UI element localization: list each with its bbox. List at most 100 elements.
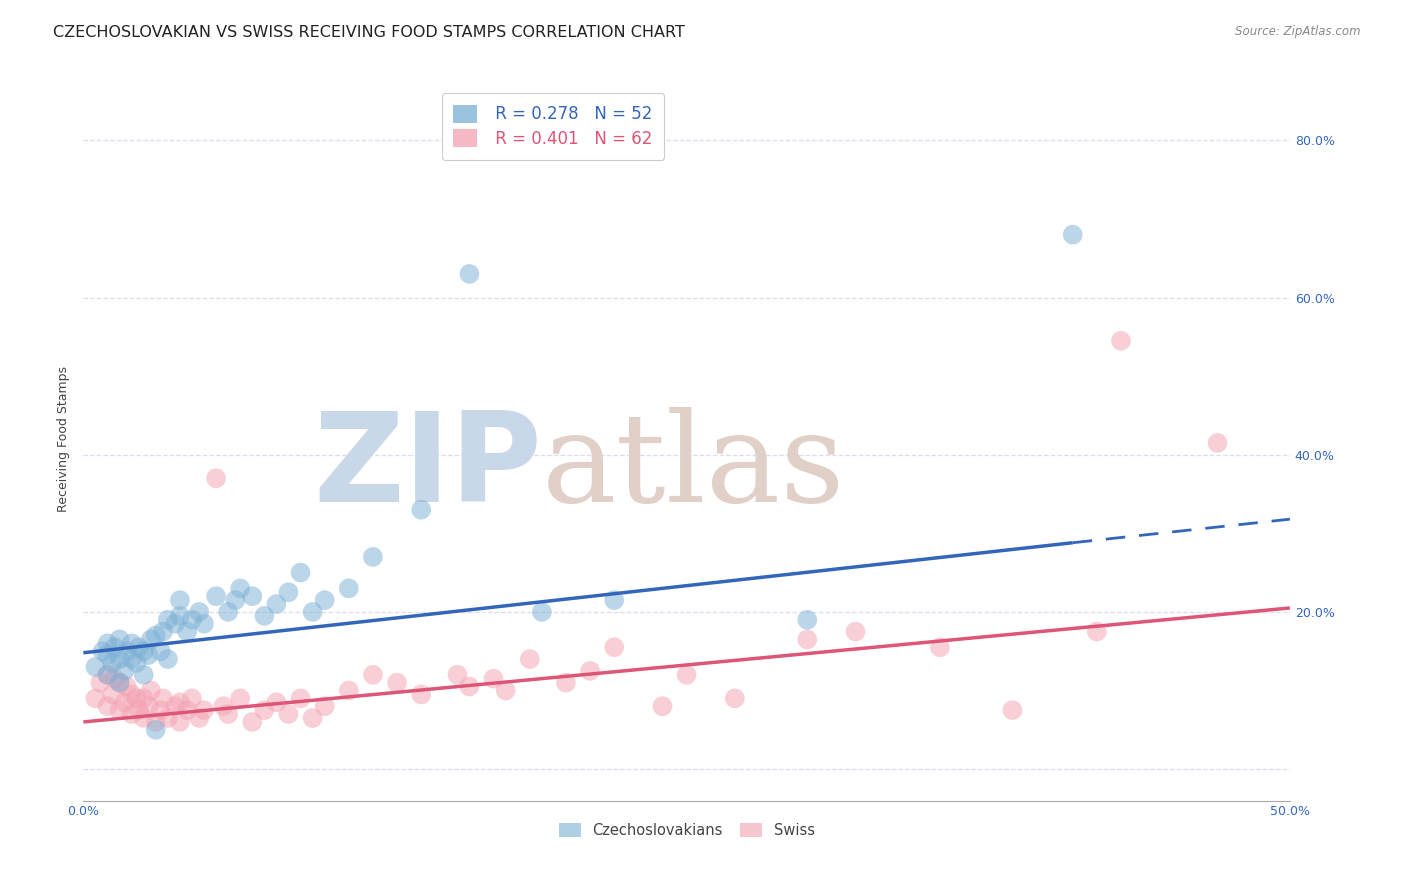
Point [301,711,323,725]
Point [101,688,124,702]
Point [603,593,626,607]
Point [266,597,288,611]
Point [101,656,124,670]
Point [361,667,384,681]
Point [139,683,162,698]
Point [121,707,143,722]
Point [482,672,505,686]
Point [132,711,155,725]
Point [212,699,235,714]
Point [149,703,172,717]
Point [108,703,131,717]
Point [301,605,323,619]
Point [495,683,517,698]
Point [138,699,160,714]
Point [176,703,198,717]
Point [152,624,174,639]
Point [519,652,541,666]
Point [121,688,143,702]
Point [277,707,299,722]
Point [1085,624,1108,639]
Point [290,691,312,706]
Point [1001,703,1024,717]
Point [337,582,360,596]
Point [603,640,626,655]
Point [115,680,138,694]
Point [108,675,131,690]
Text: ZIP: ZIP [314,408,541,528]
Point [132,667,155,681]
Point [149,644,172,658]
Point [266,695,288,709]
Point [96,667,118,681]
Point [96,636,118,650]
Point [108,632,131,647]
Point [229,691,252,706]
Point [108,652,131,666]
Point [229,582,252,596]
Legend: Czechoslovakians, Swiss: Czechoslovakians, Swiss [553,817,821,844]
Point [125,691,148,706]
Point [361,549,384,564]
Point [796,613,818,627]
Point [1062,227,1084,242]
Point [651,699,673,714]
Point [112,695,135,709]
Point [128,640,150,655]
Y-axis label: Receiving Food Stamps: Receiving Food Stamps [58,366,70,512]
Point [555,675,578,690]
Point [277,585,299,599]
Point [844,624,866,639]
Point [121,636,143,650]
Text: atlas: atlas [541,408,845,528]
Point [193,616,215,631]
Point [152,691,174,706]
Point [579,664,602,678]
Point [156,652,179,666]
Point [128,703,150,717]
Point [104,672,127,686]
Point [205,589,228,603]
Point [253,703,276,717]
Point [446,667,468,681]
Point [96,699,118,714]
Point [217,605,239,619]
Point [929,640,952,655]
Point [132,644,155,658]
Point [458,680,481,694]
Point [188,605,211,619]
Point [165,699,187,714]
Point [145,714,167,729]
Point [796,632,818,647]
Point [91,644,114,658]
Point [169,608,191,623]
Point [224,593,246,607]
Point [205,471,228,485]
Point [169,593,191,607]
Point [165,616,187,631]
Point [84,691,107,706]
Point [145,723,167,737]
Point [314,593,336,607]
Point [104,640,127,655]
Point [181,613,204,627]
Point [115,644,138,658]
Point [112,664,135,678]
Point [96,648,118,662]
Point [290,566,312,580]
Point [176,624,198,639]
Point [84,660,107,674]
Point [458,267,481,281]
Point [181,691,204,706]
Point [217,707,239,722]
Point [169,714,191,729]
Point [138,648,160,662]
Point [724,691,747,706]
Point [240,589,263,603]
Point [188,711,211,725]
Point [145,628,167,642]
Point [1109,334,1132,348]
Point [108,675,131,690]
Text: Source: ZipAtlas.com: Source: ZipAtlas.com [1236,25,1361,38]
Point [385,675,408,690]
